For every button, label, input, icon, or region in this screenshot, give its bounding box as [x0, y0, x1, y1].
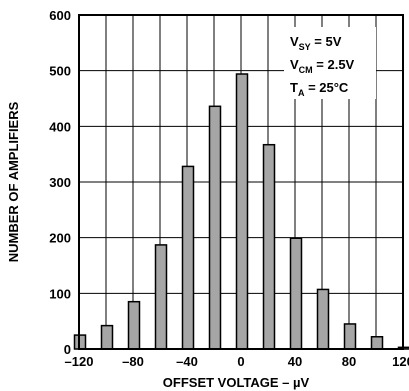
condition-line: VCM = 2.5V [290, 57, 355, 75]
x-tick-label: –40 [176, 354, 198, 369]
histogram-bar [316, 288, 330, 350]
x-axis-title-unit: µV [293, 375, 309, 390]
y-tick-label: 0 [64, 342, 71, 357]
y-tick-label: 200 [49, 231, 71, 246]
test-conditions: VSY = 5V VCM = 2.5V TA = 25°C [284, 27, 376, 99]
x-tick-label: –80 [122, 354, 144, 369]
y-tick-label: 500 [49, 64, 71, 79]
y-tick-label: 300 [49, 175, 71, 190]
x-tick-label: –120 [65, 354, 94, 369]
histogram-bar [127, 300, 141, 350]
y-tick-label: 600 [49, 8, 71, 23]
histogram-bar [262, 143, 276, 350]
y-tick-labels: 0 100 200 300 400 500 600 [49, 8, 71, 357]
x-tick-label: 0 [237, 354, 244, 369]
histogram-bar [289, 237, 303, 350]
plot-frame [78, 14, 404, 350]
y-axis-title: NUMBER OF AMPLIFIERS [6, 101, 21, 262]
x-tick-labels: –120 –80 –40 0 40 80 120 [65, 354, 409, 369]
x-axis-title-text: OFFSET VOLTAGE – [163, 375, 293, 390]
condition-line: TA = 25°C [290, 80, 349, 98]
bars [73, 73, 409, 350]
histogram-bar [208, 105, 222, 350]
histogram-bar [181, 165, 195, 350]
x-axis-title: OFFSET VOLTAGE – µV [163, 375, 310, 390]
x-tick-label: 40 [288, 354, 302, 369]
histogram-bar [154, 244, 168, 350]
x-tick-label: 80 [342, 354, 356, 369]
histogram-bar [100, 324, 114, 350]
conditions-box [284, 27, 376, 99]
histogram-bar [235, 73, 249, 350]
histogram-bar [370, 336, 384, 350]
x-tick-label: 120 [392, 354, 409, 369]
histogram-bar [343, 323, 357, 350]
y-tick-label: 100 [49, 286, 71, 301]
condition-line: VSY = 5V [290, 34, 342, 52]
y-tick-label: 400 [49, 119, 71, 134]
